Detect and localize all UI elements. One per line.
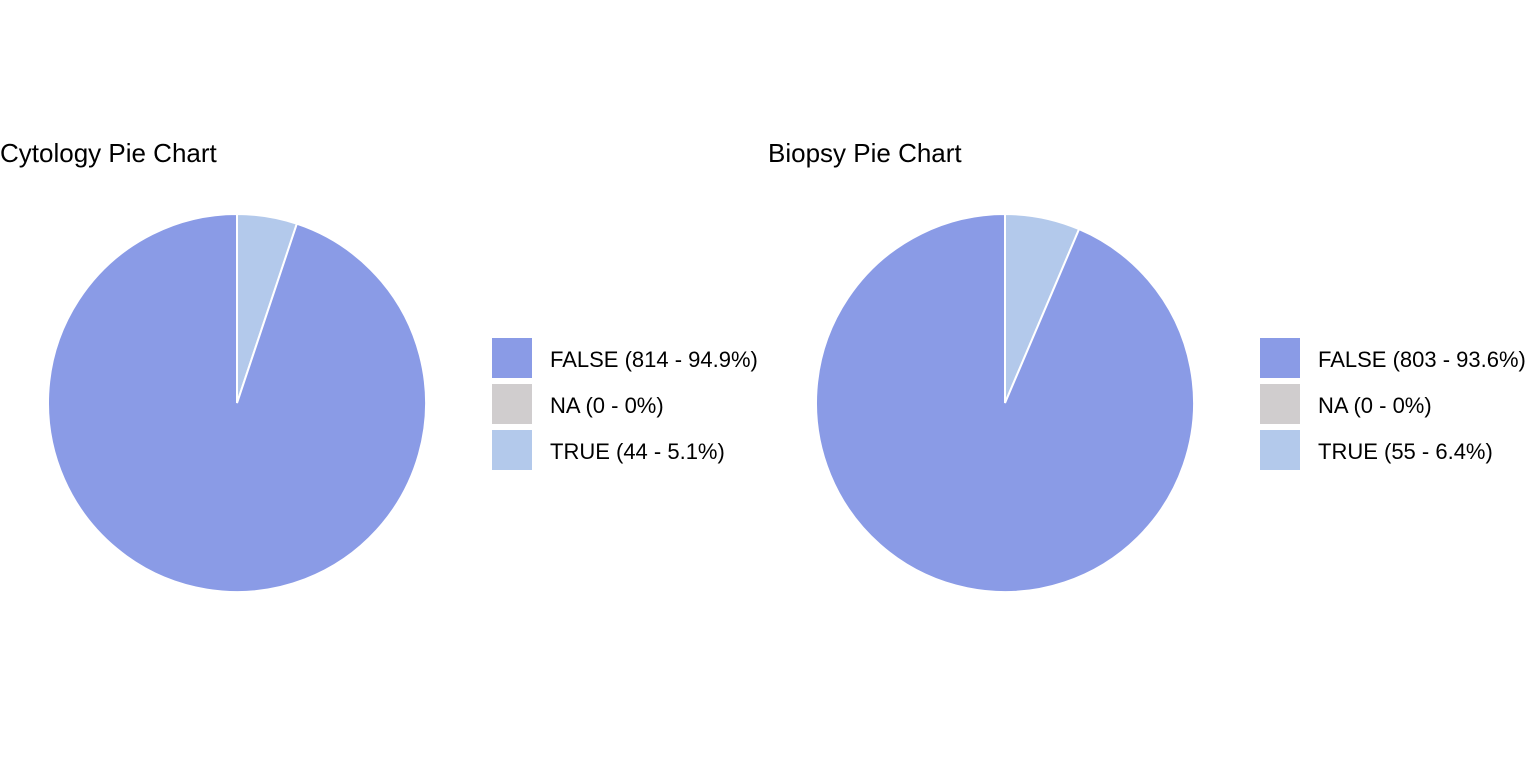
legend-swatch-true bbox=[492, 430, 532, 470]
pie-slice-false bbox=[47, 212, 427, 593]
legend-label-true: TRUE (44 - 5.1%) bbox=[550, 439, 725, 464]
cytology-legend: FALSE (814 - 94.9%) NA (0 - 0%) TRUE (44… bbox=[492, 338, 758, 470]
legend-label-false: FALSE (814 - 94.9%) bbox=[550, 347, 758, 372]
biopsy-legend: FALSE (803 - 93.6%) NA (0 - 0%) TRUE (55… bbox=[1260, 338, 1526, 470]
legend-label-false: FALSE (803 - 93.6%) bbox=[1318, 347, 1526, 372]
legend-swatch-true bbox=[1260, 430, 1300, 470]
legend-label-na: NA (0 - 0%) bbox=[550, 393, 664, 418]
biopsy-chart-title: Biopsy Pie Chart bbox=[768, 138, 962, 168]
biopsy-pie bbox=[815, 212, 1195, 593]
cytology-chart: Cytology Pie Chart FALSE (814 - 94.9%) N… bbox=[0, 138, 758, 593]
legend-swatch-na bbox=[492, 384, 532, 424]
pie-slice-false bbox=[815, 212, 1195, 593]
cytology-chart-title: Cytology Pie Chart bbox=[0, 138, 218, 168]
cytology-pie bbox=[47, 212, 427, 593]
legend-swatch-false bbox=[1260, 338, 1300, 378]
legend-swatch-na bbox=[1260, 384, 1300, 424]
legend-swatch-false bbox=[492, 338, 532, 378]
biopsy-chart: Biopsy Pie Chart FALSE (803 - 93.6%) NA … bbox=[768, 138, 1526, 593]
legend-label-na: NA (0 - 0%) bbox=[1318, 393, 1432, 418]
legend-label-true: TRUE (55 - 6.4%) bbox=[1318, 439, 1493, 464]
